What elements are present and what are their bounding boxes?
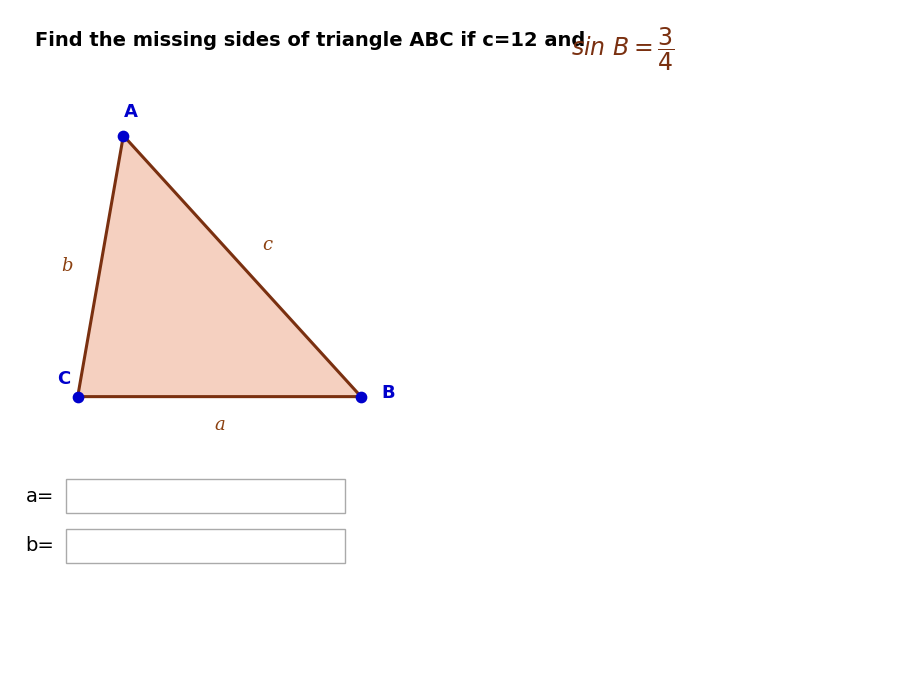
Point bbox=[70, 391, 85, 402]
Text: C: C bbox=[58, 370, 70, 388]
Polygon shape bbox=[78, 136, 361, 397]
Text: a=: a= bbox=[26, 487, 54, 506]
Point bbox=[116, 130, 131, 141]
FancyBboxPatch shape bbox=[66, 479, 345, 513]
Text: Find the missing sides of triangle ABC if c=12 and: Find the missing sides of triangle ABC i… bbox=[35, 31, 591, 49]
Text: c: c bbox=[262, 236, 272, 254]
Text: B: B bbox=[381, 384, 395, 402]
FancyBboxPatch shape bbox=[66, 529, 345, 563]
Point bbox=[354, 391, 368, 402]
Text: b=: b= bbox=[26, 536, 55, 555]
Text: $\mathit{sin}\ B = \dfrac{3}{4}$: $\mathit{sin}\ B = \dfrac{3}{4}$ bbox=[571, 26, 675, 73]
Text: b: b bbox=[61, 257, 73, 275]
Text: a: a bbox=[214, 416, 225, 434]
Text: A: A bbox=[123, 102, 138, 121]
